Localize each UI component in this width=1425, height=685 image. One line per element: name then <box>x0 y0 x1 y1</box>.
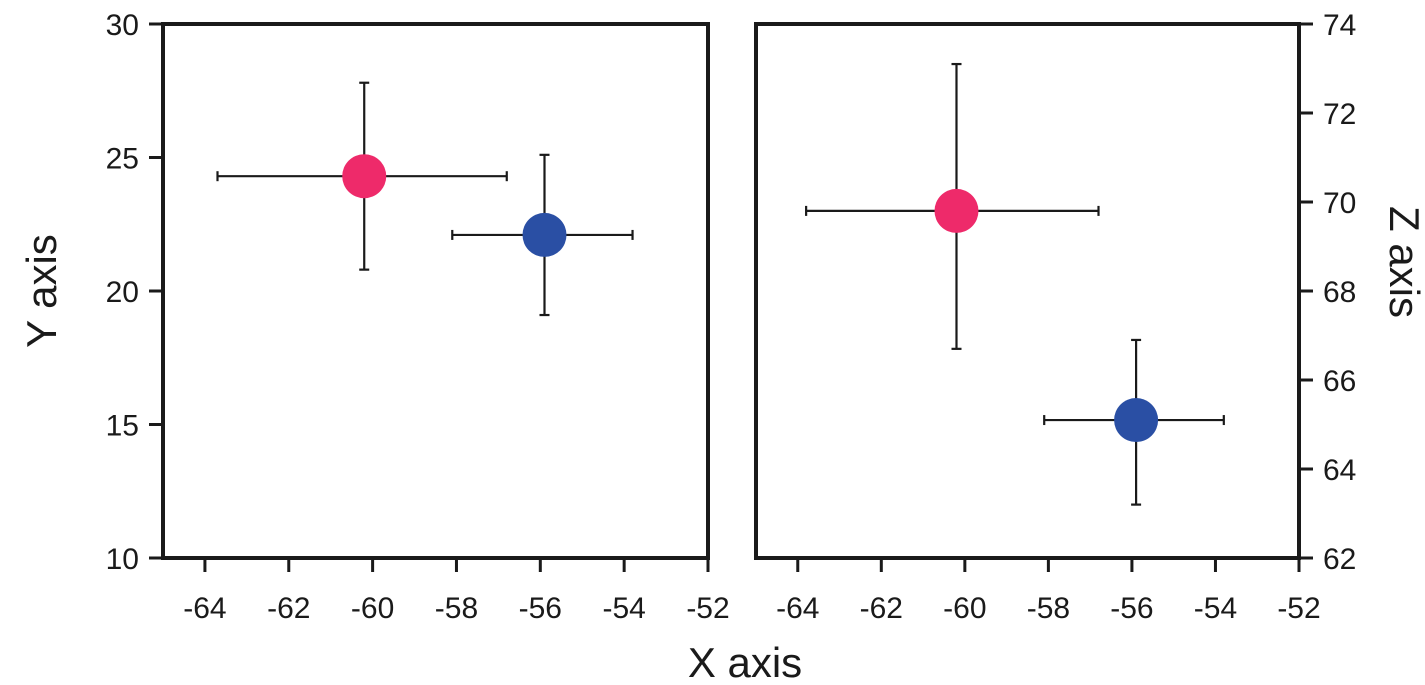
z-tick-label: 68 <box>1323 276 1356 309</box>
z-tick-label: 70 <box>1323 187 1356 220</box>
y-tick-label: 25 <box>106 143 139 176</box>
z-axis-title: Z axis <box>1381 206 1425 318</box>
plot-frame <box>754 22 1301 560</box>
x-tick-label: -58 <box>435 592 478 625</box>
x-tick-label: -60 <box>351 592 394 625</box>
left-plot-panel: -64 -62 -60 -58 -56 -54 -52 10 15 20 25 30 <box>106 9 730 625</box>
plot-frame <box>161 22 710 560</box>
x-axis-title: X axis <box>688 639 802 685</box>
y-tick-label: 10 <box>106 543 139 576</box>
z-tick-label: 64 <box>1323 454 1356 487</box>
data-point <box>342 154 387 199</box>
data-point <box>934 188 979 233</box>
x-tick-label: -62 <box>267 592 310 625</box>
z-tick-label: 72 <box>1323 98 1356 131</box>
y-tick-label: 20 <box>106 276 139 309</box>
x-tick-label: -52 <box>1277 592 1320 625</box>
x-tick-label: -64 <box>776 592 819 625</box>
z-tick-label: 66 <box>1323 365 1356 398</box>
x-tick-label: -64 <box>183 592 226 625</box>
y-axis-title: Y axis <box>18 234 65 348</box>
x-tick-label: -56 <box>519 592 562 625</box>
data-point <box>1114 398 1159 443</box>
x-tick-label: -54 <box>1194 592 1237 625</box>
x-tick-label: -60 <box>943 592 986 625</box>
y-tick-label: 30 <box>106 9 139 42</box>
x-tick-label: -52 <box>686 592 729 625</box>
x-tick-label: -56 <box>1110 592 1153 625</box>
y-tick-label: 15 <box>106 410 139 443</box>
z-tick-label: 62 <box>1323 543 1356 576</box>
x-tick-label: -58 <box>1027 592 1070 625</box>
x-tick-label: -54 <box>602 592 645 625</box>
data-point <box>522 212 567 257</box>
x-tick-label: -62 <box>860 592 903 625</box>
z-tick-label: 74 <box>1323 9 1356 42</box>
